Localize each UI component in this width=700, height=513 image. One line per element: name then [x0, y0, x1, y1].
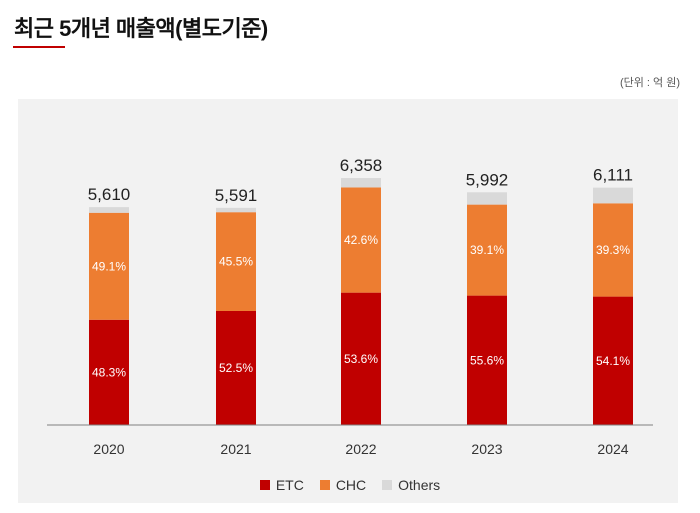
legend-label-others: Others [398, 477, 441, 493]
x-tick-label-2020: 2020 [93, 441, 124, 457]
legend-label-etc: ETC [275, 477, 304, 493]
bar-chc-2024 [593, 203, 633, 297]
unit-label: (단위 : 억 원) [619, 77, 680, 89]
data-label-etc-2024: 54.1% [596, 354, 630, 368]
bar-others-2020 [89, 207, 129, 213]
legend-item-chc: CHC [319, 477, 367, 493]
bar-etc-2021 [216, 310, 256, 425]
x-tick-label-2022: 2022 [345, 441, 376, 457]
data-label-chc-2020: 49.1% [92, 259, 126, 273]
total-label-2022: 6,358 [340, 156, 383, 175]
bar-chc-2020 [89, 212, 129, 320]
legend-swatch-others [382, 480, 393, 490]
legend-swatch-chc [319, 480, 330, 490]
total-label-2021: 5,591 [215, 186, 258, 205]
bar-chc-2021 [216, 212, 256, 311]
data-label-etc-2021: 52.5% [219, 361, 253, 375]
x-tick-label-2024: 2024 [597, 441, 628, 457]
data-label-chc-2023: 39.1% [470, 243, 504, 257]
total-label-2024: 6,111 [593, 166, 633, 185]
x-tick-label-2023: 2023 [471, 441, 502, 457]
bar-etc-2024 [593, 296, 633, 425]
bar-etc-2020 [89, 319, 129, 425]
total-label-2023: 5,992 [466, 170, 509, 189]
legend-item-etc: ETC [259, 477, 304, 493]
chart-legend: ETC CHC Others [0, 477, 700, 493]
legend-swatch-etc [259, 480, 270, 490]
data-label-chc-2024: 39.3% [596, 243, 630, 257]
bar-etc-2023 [467, 295, 507, 425]
bar-etc-2022 [341, 292, 381, 425]
page-title: 최근 5개년 매출액(별도기준) [14, 16, 268, 41]
bar-others-2022 [341, 178, 381, 188]
total-label-2020: 5,610 [88, 185, 131, 204]
bar-chc-2022 [341, 187, 381, 293]
title-underline [13, 46, 65, 48]
data-label-chc-2021: 45.5% [219, 255, 253, 269]
data-label-etc-2023: 55.6% [470, 353, 504, 367]
bar-others-2024 [593, 187, 633, 204]
data-label-chc-2022: 42.6% [344, 233, 378, 247]
legend-label-chc: CHC [335, 477, 367, 493]
x-tick-label-2021: 2021 [220, 441, 251, 457]
bar-chc-2023 [467, 204, 507, 296]
legend-item-others: Others [382, 477, 440, 493]
bar-others-2023 [467, 192, 507, 205]
data-label-etc-2022: 53.6% [344, 352, 378, 366]
data-label-etc-2020: 48.3% [92, 365, 126, 379]
bar-others-2021 [216, 207, 256, 213]
